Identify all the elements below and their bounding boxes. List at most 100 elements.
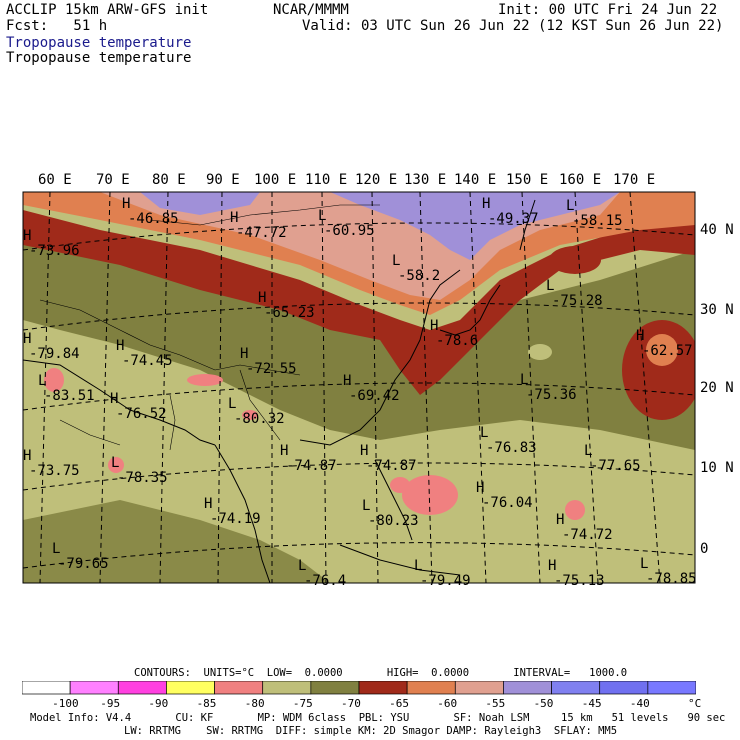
extremum-tag: L: [584, 443, 592, 459]
extremum-value: -62.57: [642, 343, 693, 359]
extremum-value: -74.72: [562, 527, 613, 543]
extremum-tag: H: [343, 373, 351, 389]
extremum-tag: H: [230, 210, 238, 226]
extremum-tag: H: [204, 496, 212, 512]
forecast-hour: Fcst: 51 h: [6, 18, 108, 34]
model-info-line-2: LW: RRTMG SW: RRTMG DIFF: simple KM: 2D …: [124, 725, 618, 737]
warm-core-northeast: [549, 246, 601, 274]
colorbar-tick-label: -60: [437, 697, 458, 710]
extremum-tag: H: [110, 391, 118, 407]
extremum-tag: H: [23, 448, 31, 464]
lon-label-60e: 60 E: [38, 172, 72, 188]
valid-time: Valid: 03 UTC Sun 26 Jun 22 (12 KST Sun …: [302, 18, 724, 34]
extremum-tag: L: [111, 455, 119, 471]
extremum-value: -74.19: [210, 511, 261, 527]
extremum-tag: H: [280, 443, 288, 459]
extremum-value: -79.49: [420, 573, 471, 589]
colorbar-tick-label: -100: [52, 697, 79, 710]
colorbar-swatch: [22, 681, 71, 695]
organization: NCAR/MMMM: [273, 2, 349, 18]
model-title: ACCLIP 15km ARW-GFS init: [6, 2, 209, 18]
extremum-value: -72.55: [246, 361, 297, 377]
extremum-value: -83.51: [44, 388, 95, 404]
extremum-tag: H: [430, 318, 438, 334]
extremum-value: -75.28: [552, 293, 603, 309]
lon-label-160e: 160 E: [559, 172, 602, 188]
extremum-tag: L: [546, 278, 554, 294]
colorbar-tick-label: -75: [292, 697, 313, 710]
extremum-tag: L: [640, 556, 648, 572]
cold-spot-6: [565, 500, 585, 520]
extremum-tag: L: [480, 425, 488, 441]
extremum-value: -69.42: [349, 388, 400, 404]
lon-label-150e: 150 E: [506, 172, 549, 188]
cold-spot-4: [402, 475, 458, 515]
band-minus50-minus55: [330, 192, 620, 260]
init-time: Init: 00 UTC Fri 24 Jun 22: [498, 2, 718, 18]
extremum-value: -47.72: [236, 225, 287, 241]
colorbar-swatch: [262, 681, 312, 695]
extremum-value: -76.04: [482, 495, 533, 511]
extremum-value: -58.15: [572, 213, 623, 229]
lon-label-170e: 170 E: [613, 172, 656, 188]
colorbar-tick-label: -80: [244, 697, 265, 710]
field-title-primary: Tropopause temperature: [6, 35, 192, 51]
lat-label-40n: 40 N: [700, 222, 734, 238]
colorbar-tick-label: -70: [341, 697, 361, 710]
extremum-tag: H: [548, 558, 556, 574]
colorbar-swatch: [503, 681, 552, 695]
colorbar-swatch: [551, 681, 601, 695]
extremum-tag: L: [414, 558, 422, 574]
country-borders: [39, 204, 380, 451]
extremum-value: -78.6: [436, 333, 478, 349]
extremum-value: -76.4: [304, 573, 346, 589]
extremum-value: -60.95: [324, 223, 375, 239]
extremum-tag: H: [23, 228, 31, 244]
band-minus50-west: [140, 192, 260, 215]
lon-label-130e: 130 E: [404, 172, 447, 188]
extremum-value: -80.23: [368, 513, 419, 529]
colorbar: [22, 681, 696, 695]
extremum-value: -76.52: [116, 406, 167, 422]
lat-label-0: 0: [700, 541, 709, 557]
colorbar-tick-label: -40: [629, 697, 650, 710]
extremum-tag: H: [240, 346, 248, 362]
colorbar-swatch: [166, 681, 215, 695]
extremum-tag: H: [258, 290, 266, 306]
extremum-tag: H: [636, 328, 644, 344]
extremum-tag: H: [482, 196, 490, 212]
model-info-line-1: Model Info: V4.4 CU: KF MP: WDM 6class P…: [30, 712, 726, 724]
lat-label-30n: 30 N: [700, 302, 734, 318]
extremum-tag: L: [520, 372, 528, 388]
extremum-tag: H: [476, 480, 484, 496]
coastlines: [23, 199, 536, 583]
colorbar-swatch: [358, 681, 408, 695]
light-patch: [528, 344, 552, 360]
extremum-tag: L: [392, 253, 400, 269]
extremum-value: -75.36: [526, 387, 577, 403]
colorbar-unit: °C: [688, 697, 702, 710]
lon-label-100e: 100 E: [254, 172, 297, 188]
extremum-tag: L: [52, 541, 60, 557]
tropopause-temperature-map: H-46.85 H-47.72L-60.95L-58.2H-49.37L-58.1…: [22, 191, 697, 589]
extremum-value: -74.45: [122, 353, 173, 369]
extremum-tag: L: [228, 396, 236, 412]
extremum-tag: L: [38, 373, 46, 389]
cold-spot-5: [390, 477, 410, 493]
lon-label-120e: 120 E: [355, 172, 398, 188]
extremum-tag: H: [122, 196, 130, 212]
field-title-secondary: Tropopause temperature: [6, 50, 192, 66]
extremum-value: -58.2: [398, 268, 440, 284]
extremum-value: -78.85: [646, 571, 697, 587]
band-minus70-south-west: [23, 500, 330, 583]
colorbar-swatch: [310, 681, 360, 695]
colorbar-swatch: [599, 681, 649, 695]
colorbar-swatch: [406, 681, 456, 695]
cold-spot-3: [108, 457, 124, 473]
extremum-value: -80.32: [234, 411, 285, 427]
lat-label-10n: 10 N: [700, 460, 734, 476]
extremum-value: -76.83: [486, 440, 537, 456]
colorbar-tick-label: -65: [389, 697, 410, 710]
colorbar-tick-label: -55: [485, 697, 506, 710]
colorbar-tick-label: -95: [100, 697, 121, 710]
